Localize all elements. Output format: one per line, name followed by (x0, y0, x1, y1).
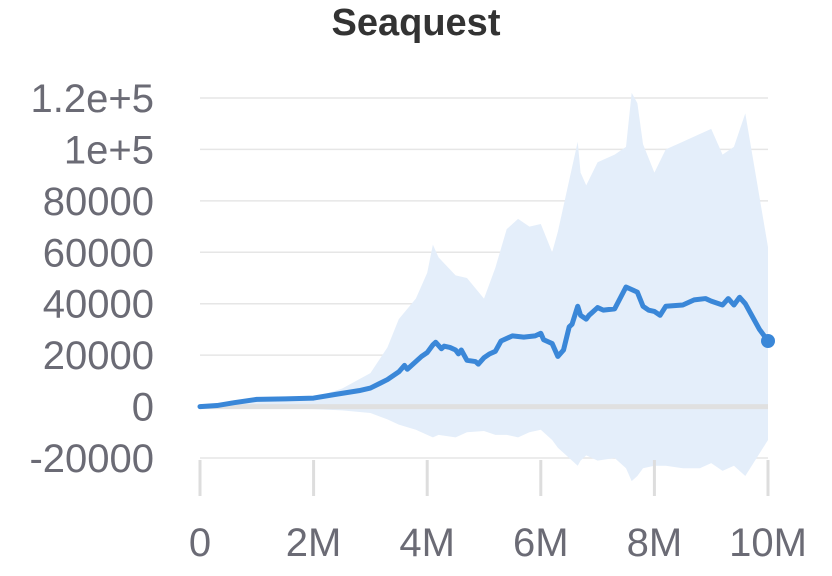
confidence-band (200, 92, 768, 482)
x-tick-label: 0 (189, 521, 211, 565)
y-axis-tick-labels: -20000 0 20000 40000 60000 80000 1e+5 1.2e+5 (29, 77, 154, 481)
series-end-marker (761, 334, 775, 348)
x-tick-label: 8M (627, 521, 683, 565)
y-tick-label: 1.2e+5 (31, 77, 154, 121)
series-layer (197, 284, 775, 410)
confidence-band-layer (200, 92, 768, 482)
y-tick-label: 0 (132, 386, 154, 430)
x-tick-label: 6M (513, 521, 569, 565)
y-tick-label: 60000 (43, 231, 154, 275)
x-tick-label: 4M (399, 521, 455, 565)
y-tick-label: 80000 (43, 180, 154, 224)
y-tick-label: -20000 (29, 437, 154, 481)
x-tick-label: 2M (286, 521, 342, 565)
x-tick-label: 10M (729, 521, 807, 565)
x-axis-ticks (198, 460, 770, 496)
series-line (197, 284, 771, 410)
x-axis-tick-labels: 0 2M 4M 6M 8M 10M (189, 521, 807, 565)
chart-title: Seaquest (331, 2, 501, 44)
y-tick-label: 40000 (43, 283, 154, 327)
y-tick-label: 20000 (43, 334, 154, 378)
y-tick-label: 1e+5 (64, 128, 154, 172)
